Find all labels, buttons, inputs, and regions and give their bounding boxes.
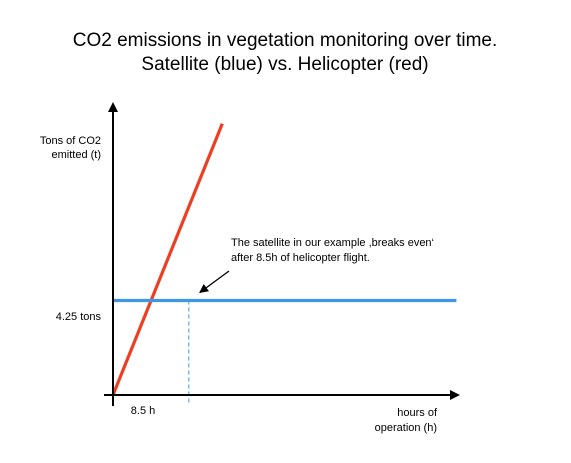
x-axis-label-line-2: operation (h)	[375, 422, 437, 434]
annotation-line-2: after 8.5h of helicopter flight.	[231, 252, 370, 264]
y-axis-label-line-1: Tons of CO2	[40, 135, 101, 147]
x-axis-label-line-1: hours of	[397, 407, 438, 419]
helicopter-series-line	[111, 123, 224, 396]
y-axis-label-line-2: emitted (t)	[51, 149, 101, 161]
plot-area	[104, 102, 460, 406]
annotation-arrow	[199, 270, 230, 294]
y-tick-label: 4.25 tons	[56, 311, 102, 323]
chart-title-line-2: Satellite (blue) vs. Helicopter (red)	[141, 54, 428, 75]
chart-title-line-1: CO2 emissions in vegetation monitoring o…	[73, 30, 498, 51]
annotation-line-1: The satellite in our example ,breaks eve…	[231, 237, 434, 249]
x-tick-label: 8.5 h	[131, 405, 155, 417]
